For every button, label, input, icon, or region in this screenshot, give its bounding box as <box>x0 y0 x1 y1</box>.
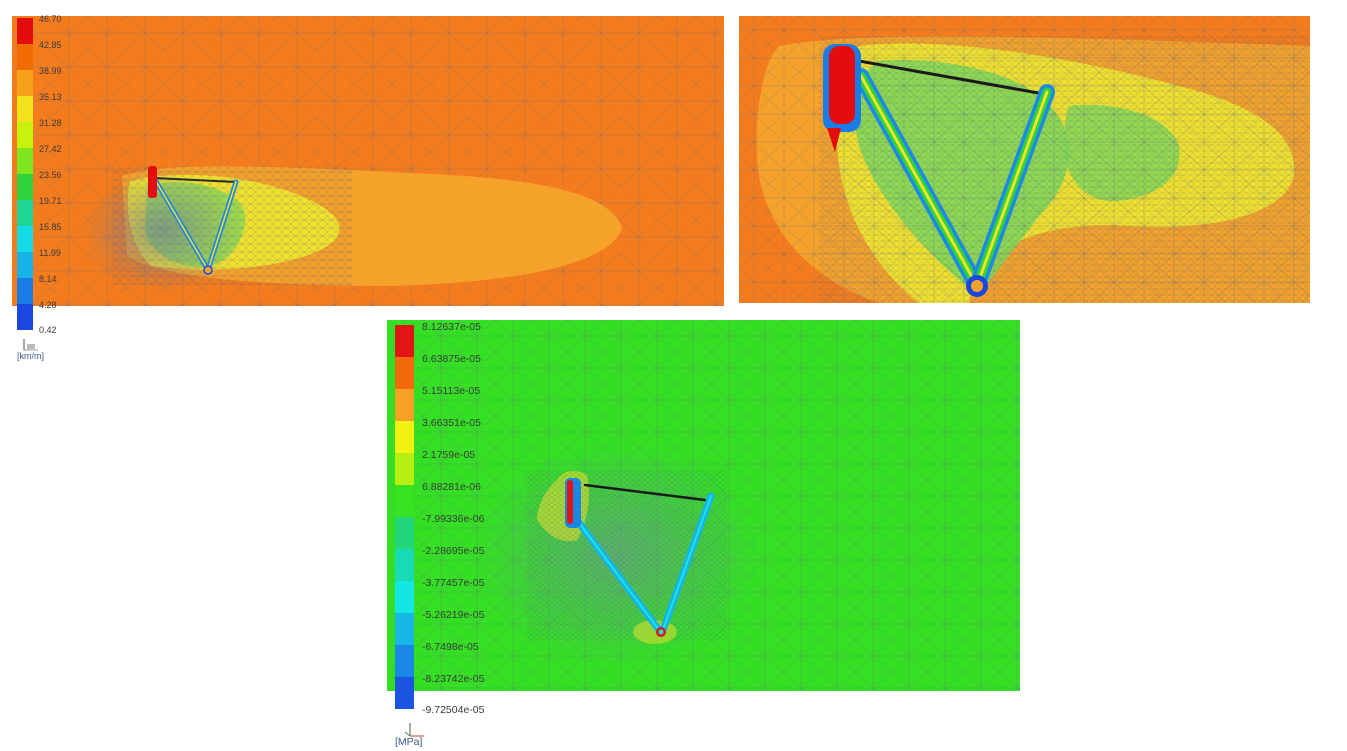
axis-triad-icon <box>404 723 424 737</box>
velocity-legend-label: 23.56 <box>39 170 62 180</box>
velocity-legend-label: 46.70 <box>39 14 62 24</box>
velocity-colorbar <box>17 18 33 330</box>
pressure-legend-label: 3.66351e-05 <box>422 417 481 429</box>
velocity-legend-label: 4.28 <box>39 300 57 310</box>
velocity-unit-label: [km/m] <box>17 351 44 361</box>
colorbar-band <box>17 200 33 226</box>
pressure-legend-label: -7.99336e-06 <box>422 513 485 525</box>
colorbar-band <box>17 122 33 148</box>
colorbar-band <box>17 18 33 44</box>
pressure-legend-label: -3.77457e-05 <box>422 577 485 589</box>
pressure-contour-view <box>387 320 1020 691</box>
pressure-legend-label: -2.28695e-05 <box>422 545 485 557</box>
velocity-legend-label: 38.99 <box>39 66 62 76</box>
pressure-legend-label: 6.63875e-05 <box>422 353 481 365</box>
colorbar-band <box>17 226 33 252</box>
velocity-contour-full-view <box>12 16 724 306</box>
colorbar-band <box>395 325 414 357</box>
pressure-legend-label: 6.88281e-06 <box>422 481 481 493</box>
colorbar-band <box>395 517 414 549</box>
pressure-legend-label: -5.26219e-05 <box>422 609 485 621</box>
velocity-legend-label: 19.71 <box>39 196 62 206</box>
colorbar-band <box>395 581 414 613</box>
colorbar-band <box>395 549 414 581</box>
colorbar-band <box>395 357 414 389</box>
pressure-legend-label: -9.72504e-05 <box>422 704 485 716</box>
velocity-legend-label: 31.28 <box>39 118 62 128</box>
colorbar-band <box>395 613 414 645</box>
velocity-legend-label: 35.13 <box>39 92 62 102</box>
pressure-legend-label: 8.12637e-05 <box>422 321 481 333</box>
colorbar-band <box>17 96 33 122</box>
colorbar-band <box>17 252 33 278</box>
colorbar-band <box>17 44 33 70</box>
velocity-legend-label: 0.42 <box>39 325 57 335</box>
colorbar-band <box>395 485 414 517</box>
pressure-colorbar <box>395 325 414 709</box>
colorbar-band <box>395 677 414 709</box>
pressure-legend-label: -6.7498e-05 <box>422 641 479 653</box>
velocity-legend-label: 15.85 <box>39 222 62 232</box>
colorbar-band <box>17 148 33 174</box>
pressure-unit-label: [MPa] <box>395 736 423 748</box>
axis-triad-icon <box>23 339 38 351</box>
pressure-legend-label: -8.23742e-05 <box>422 673 485 685</box>
velocity-legend-label: 42.85 <box>39 40 62 50</box>
velocity-contour-zoomed-view <box>739 16 1310 303</box>
colorbar-band <box>395 453 414 485</box>
pressure-legend-label: 2.1759e-05 <box>422 449 476 461</box>
pressure-legend-label: 5.15113e-05 <box>422 385 481 397</box>
colorbar-band <box>17 278 33 304</box>
colorbar-band <box>395 421 414 453</box>
velocity-legend-label: 11.99 <box>39 248 61 258</box>
colorbar-band <box>17 174 33 200</box>
velocity-legend-label: 8.14 <box>39 274 57 284</box>
colorbar-band <box>17 70 33 96</box>
colorbar-band <box>395 645 414 677</box>
velocity-legend-label: 27.42 <box>39 144 62 154</box>
colorbar-band <box>17 304 33 330</box>
colorbar-band <box>395 389 414 421</box>
